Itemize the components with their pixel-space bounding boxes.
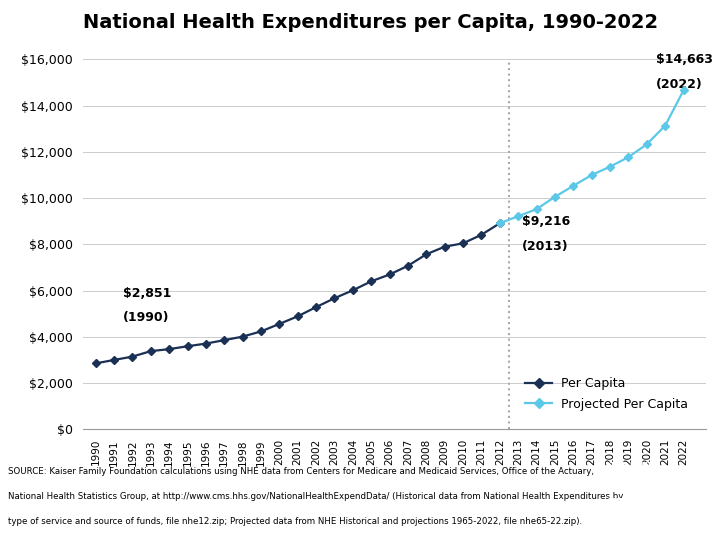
Text: type of service and source of funds, file nhe12.zip; Projected data from NHE His: type of service and source of funds, fil… bbox=[9, 517, 582, 526]
Legend: Per Capita, Projected Per Capita: Per Capita, Projected Per Capita bbox=[520, 372, 693, 416]
Text: (1990): (1990) bbox=[123, 312, 170, 325]
Text: National Health Expenditures per Capita, 1990-2022: National Health Expenditures per Capita,… bbox=[83, 14, 658, 32]
Text: FAMILY: FAMILY bbox=[606, 497, 672, 515]
Text: $9,216: $9,216 bbox=[522, 215, 570, 228]
Text: (2022): (2022) bbox=[656, 78, 703, 91]
Text: National Health Statistics Group, at http://www.cms.hhs.gov/NationalHealthExpend: National Health Statistics Group, at htt… bbox=[9, 492, 624, 501]
Text: THE HENRY J.: THE HENRY J. bbox=[611, 462, 667, 471]
Text: (2013): (2013) bbox=[522, 240, 569, 253]
Text: KAISER: KAISER bbox=[605, 477, 673, 496]
Text: SOURCE: Kaiser Family Foundation calculations using NHE data from Centers for Me: SOURCE: Kaiser Family Foundation calcula… bbox=[9, 467, 595, 476]
Text: $14,663: $14,663 bbox=[656, 53, 713, 66]
Text: FOUNDATION: FOUNDATION bbox=[606, 519, 672, 529]
Text: $2,851: $2,851 bbox=[123, 287, 171, 300]
